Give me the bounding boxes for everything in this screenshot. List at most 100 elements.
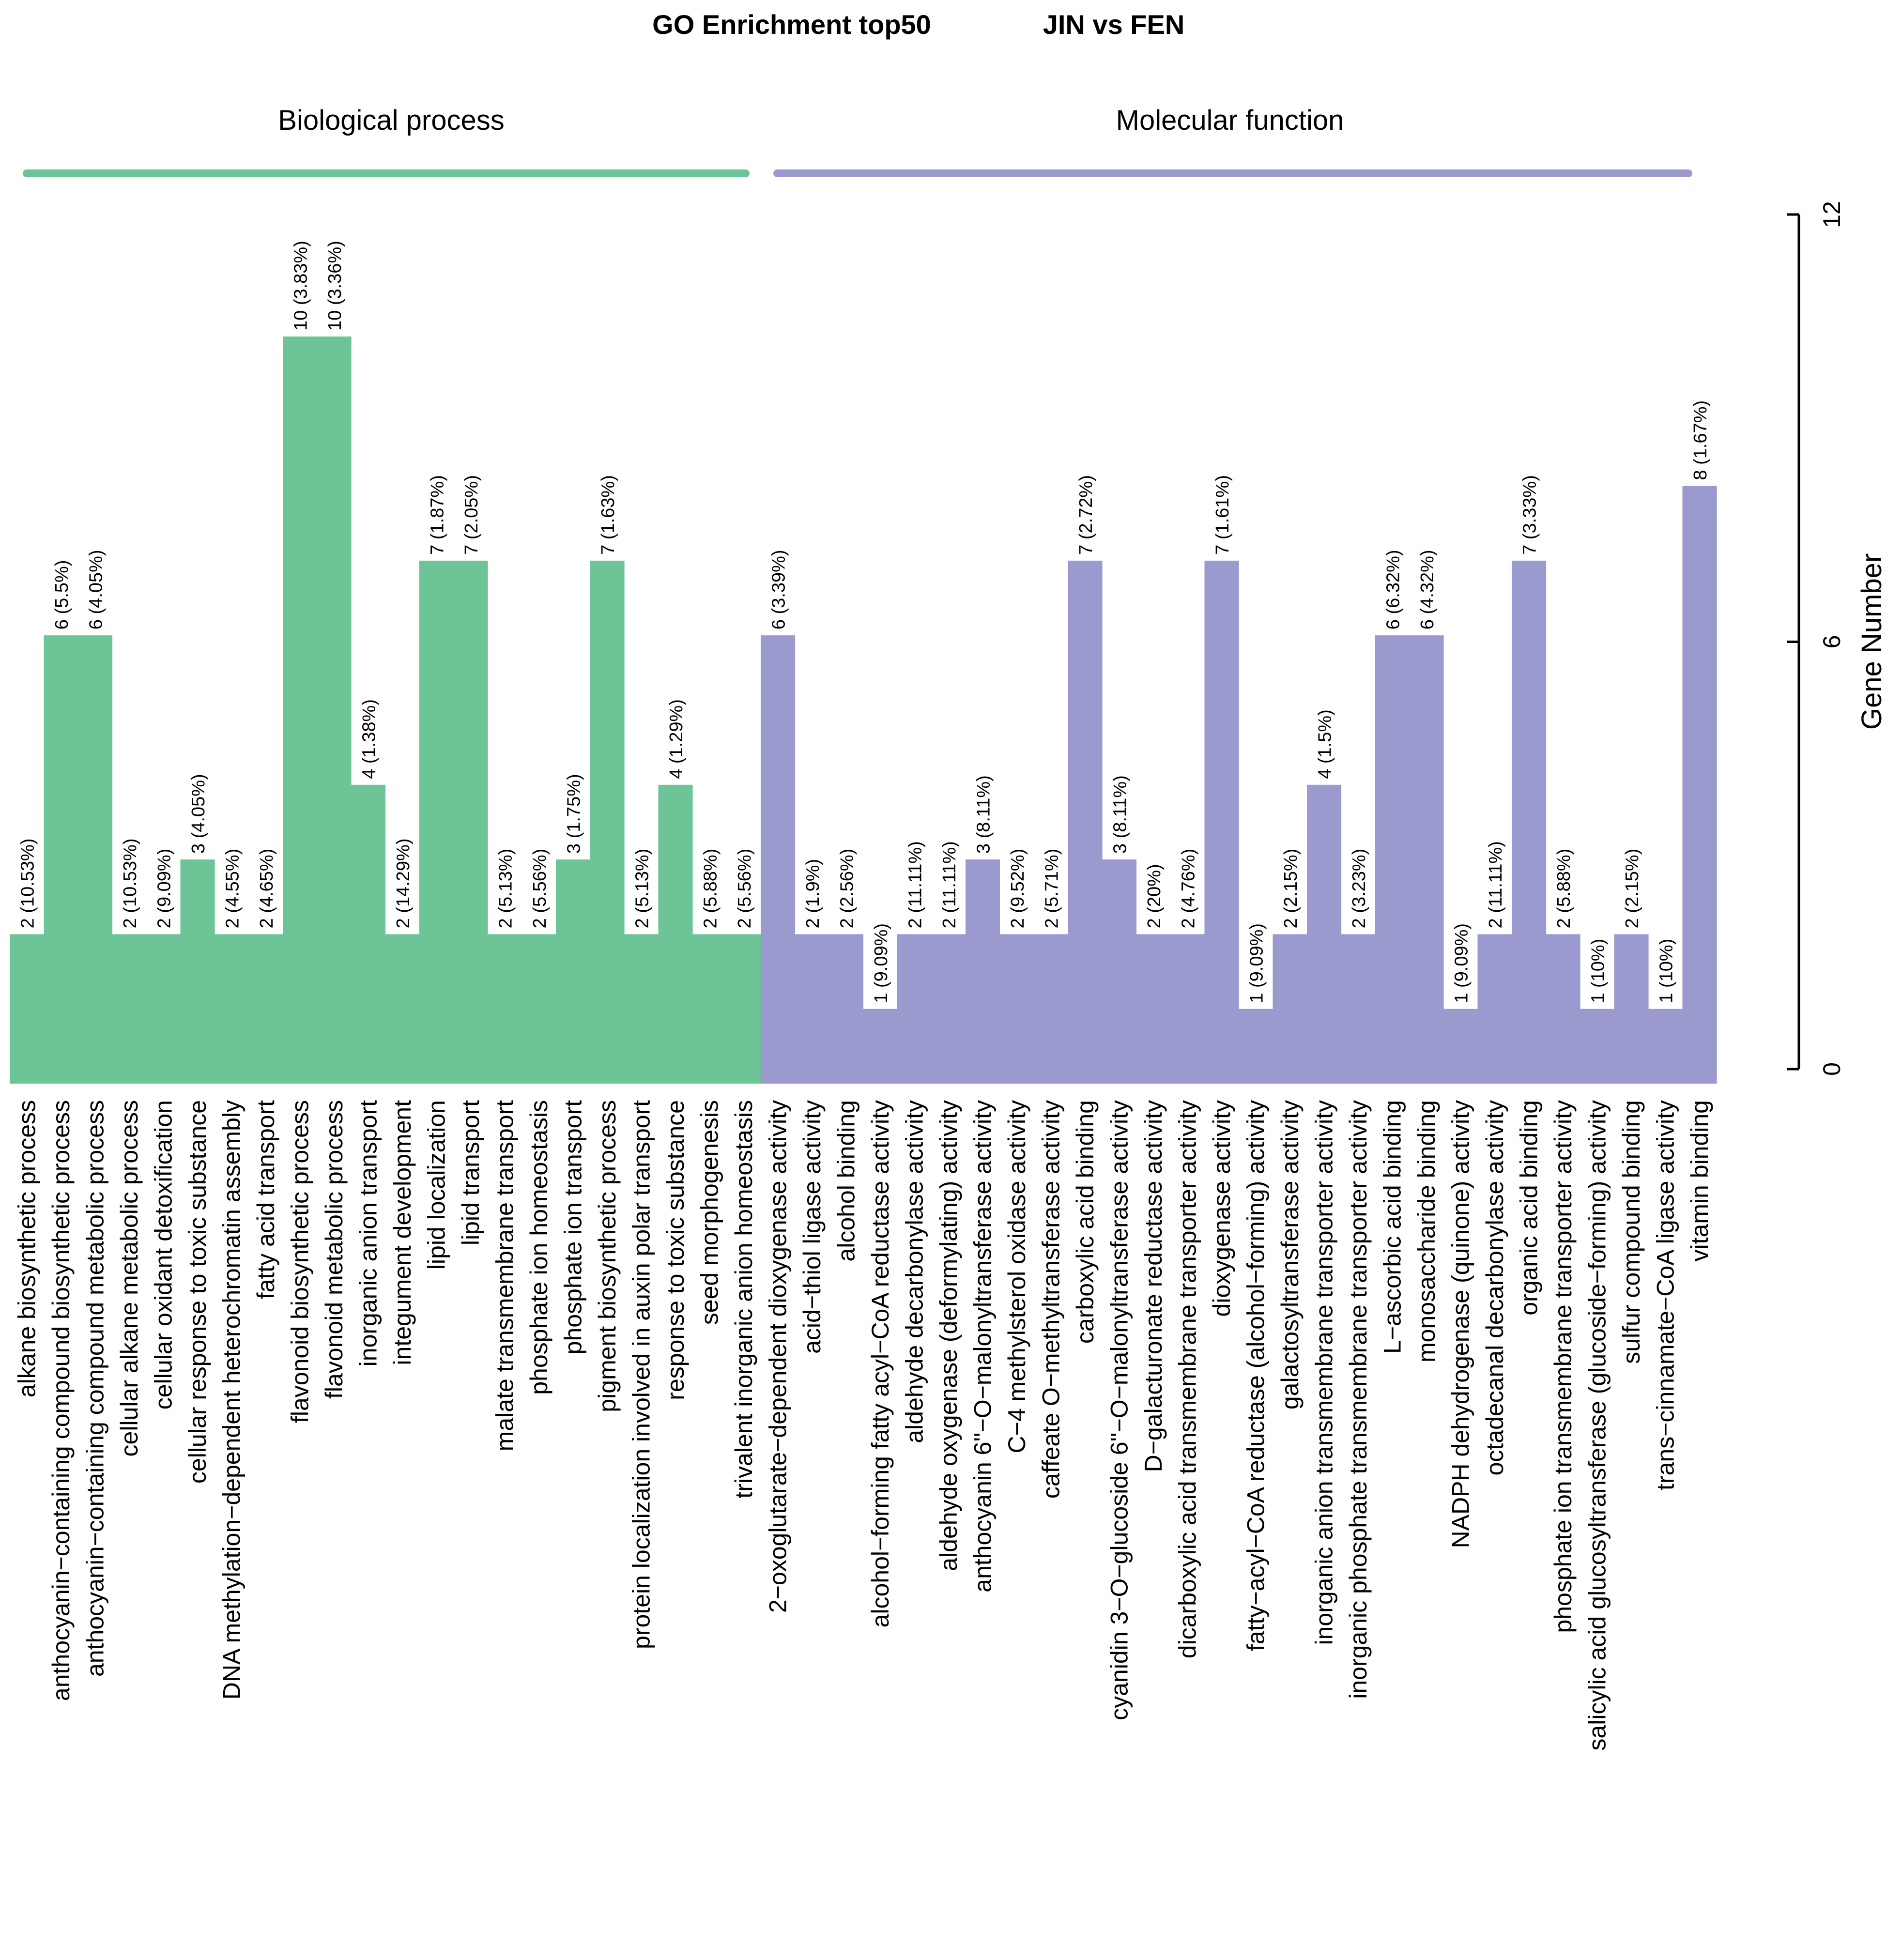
bar <box>1136 934 1171 1084</box>
bar <box>829 934 864 1084</box>
bar <box>1409 635 1444 1084</box>
category-label: dicarboxylic acid transmembrane transpor… <box>1174 1100 1201 1658</box>
category-label: salicylic acid glucosyltransferase (gluc… <box>1583 1100 1611 1751</box>
bar <box>1034 934 1069 1084</box>
category-label: flavonoid metabolic process <box>321 1100 348 1399</box>
category-label: trans−cinnamate−CoA ligase activity <box>1652 1100 1679 1490</box>
bar-value-label: 2 (2.56%) <box>837 849 857 929</box>
category-label: acid−thiol ligase activity <box>798 1100 826 1354</box>
bar <box>1477 934 1512 1084</box>
category-label: inorganic anion transmembrane transporte… <box>1310 1100 1337 1645</box>
bar <box>385 934 420 1084</box>
bar-value-label: 2 (11.11%) <box>905 841 925 928</box>
bar-value-label: 2 (5.13%) <box>495 849 516 929</box>
category-label: D−galacturonate reductase activity <box>1140 1100 1167 1472</box>
category-label: anthocyanin 6''−O−malonyltransferase act… <box>969 1100 996 1592</box>
category-label: cellular alkane metabolic process <box>116 1100 143 1456</box>
bar <box>556 859 591 1084</box>
category-label: vitamin binding <box>1686 1100 1713 1262</box>
bar <box>522 934 556 1084</box>
category-label: fatty−acyl−CoA reductase (alcohol−formin… <box>1242 1100 1269 1651</box>
bar-value-label: 1 (10%) <box>1656 939 1676 1003</box>
category-label: sulfur compound binding <box>1618 1100 1645 1364</box>
bar-value-label: 6 (3.39%) <box>768 550 789 629</box>
bar-value-label: 8 (1.67%) <box>1690 400 1711 480</box>
bar <box>1341 934 1376 1084</box>
category-label: carboxylic acid binding <box>1072 1100 1099 1344</box>
bar <box>624 934 659 1084</box>
bar-value-label: 6 (6.32%) <box>1383 550 1403 629</box>
bar <box>863 1009 898 1084</box>
bar-value-label: 2 (5.13%) <box>632 849 652 929</box>
bar <box>1068 560 1103 1084</box>
bar-value-label: 4 (1.38%) <box>359 699 379 779</box>
category-label: trivalent inorganic anion homeostasis <box>730 1100 757 1499</box>
category-label: alkane biosynthetic process <box>13 1100 40 1397</box>
bar-value-label: 3 (8.11%) <box>1110 775 1130 854</box>
bar-value-label: 6 (4.32%) <box>1417 550 1438 629</box>
category-label: aldehyde decarbonylase activity <box>901 1100 928 1443</box>
category-label: anthocyanin−containing compound metaboli… <box>81 1100 108 1677</box>
y-tick-label: 6 <box>1818 635 1845 649</box>
category-label: lipid localization <box>423 1100 450 1270</box>
group-label-biological-process: Biological process <box>278 105 504 136</box>
bar <box>215 934 249 1084</box>
bar <box>966 859 1000 1084</box>
category-label: response to toxic substance <box>662 1100 689 1400</box>
bar-value-label: 7 (3.33%) <box>1519 475 1540 555</box>
bar <box>44 635 78 1084</box>
category-label: protein localization involved in auxin p… <box>628 1100 655 1649</box>
bar <box>248 934 283 1084</box>
category-label: DNA methylation−dependent heterochromati… <box>218 1100 245 1700</box>
bar-value-label: 4 (1.29%) <box>666 699 687 779</box>
category-label: phosphate ion transport <box>559 1100 586 1354</box>
bar <box>1580 1009 1615 1084</box>
bar <box>1170 934 1205 1084</box>
bar <box>1546 934 1580 1084</box>
bar <box>419 560 454 1084</box>
bar <box>488 934 522 1084</box>
category-label: malate transmembrane transport <box>491 1100 518 1451</box>
category-label: phosphate ion homeostasis <box>525 1100 552 1395</box>
category-label: caffeate O−methyltransferase activity <box>1037 1100 1064 1499</box>
bar-value-label: 2 (2.15%) <box>1622 849 1642 929</box>
bar <box>795 934 829 1084</box>
bar-value-label: 4 (1.5%) <box>1315 709 1335 779</box>
bar-value-label: 2 (5.71%) <box>1042 849 1062 929</box>
y-tick-label: 12 <box>1818 201 1845 228</box>
bar <box>1682 486 1717 1084</box>
bar <box>1102 859 1137 1084</box>
category-label: organic acid binding <box>1515 1100 1542 1316</box>
bar-value-label: 7 (1.63%) <box>598 475 618 555</box>
bar <box>1239 1009 1273 1084</box>
bar <box>1443 1009 1478 1084</box>
bar <box>931 934 966 1084</box>
category-label: inorganic phosphate transmembrane transp… <box>1345 1100 1372 1699</box>
category-label: integument development <box>389 1100 416 1365</box>
bar-value-label: 2 (10.53%) <box>120 839 140 929</box>
category-label: octadecanal decarbonylase activity <box>1481 1100 1508 1475</box>
bar <box>1614 934 1649 1084</box>
category-label: alcohol−forming fatty acyl−CoA reductase… <box>867 1100 894 1627</box>
bar <box>1307 784 1342 1084</box>
bar-value-label: 2 (4.65%) <box>257 849 277 929</box>
bar-value-label: 3 (4.05%) <box>188 774 209 854</box>
bar <box>453 560 488 1084</box>
category-label: monosaccharide binding <box>1413 1100 1440 1363</box>
bar <box>317 337 352 1084</box>
bar-value-label: 2 (20%) <box>1144 864 1165 928</box>
bar-value-label: 1 (10%) <box>1588 939 1608 1003</box>
chart-title-left: GO Enrichment top50 <box>652 9 931 40</box>
bar <box>112 934 147 1084</box>
bar <box>692 934 727 1084</box>
bar-value-label: 2 (5.88%) <box>700 849 721 929</box>
bar-value-label: 2 (10.53%) <box>17 839 38 929</box>
bar-value-label: 2 (4.55%) <box>222 849 243 929</box>
bar-value-label: 7 (2.72%) <box>1076 475 1096 555</box>
bar <box>1512 560 1547 1084</box>
y-axis: 0 6 12 <box>1787 201 1845 1076</box>
bar <box>10 934 45 1084</box>
category-label: seed morphogenesis <box>696 1100 723 1325</box>
category-label: phosphate ion transmembrane transporter … <box>1549 1100 1577 1633</box>
bar-value-label: 2 (9.52%) <box>1008 849 1028 929</box>
